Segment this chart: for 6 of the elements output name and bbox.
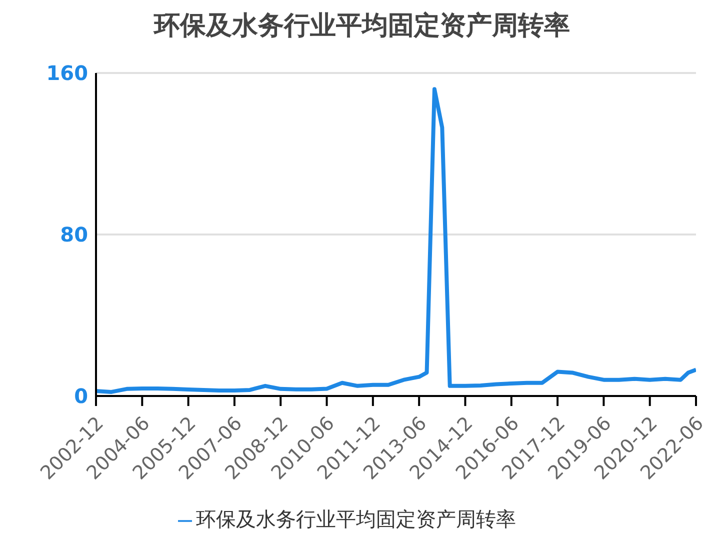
y-tick-label: 160: [46, 61, 88, 86]
line-series: [96, 87, 696, 394]
chart-title: 环保及水务行业平均固定资产周转率: [152, 10, 571, 43]
y-tick-label: 0: [74, 384, 88, 408]
legend-label: 环保及水务行业平均固定资产周转率: [196, 507, 516, 531]
y-tick-label: 80: [60, 222, 88, 247]
